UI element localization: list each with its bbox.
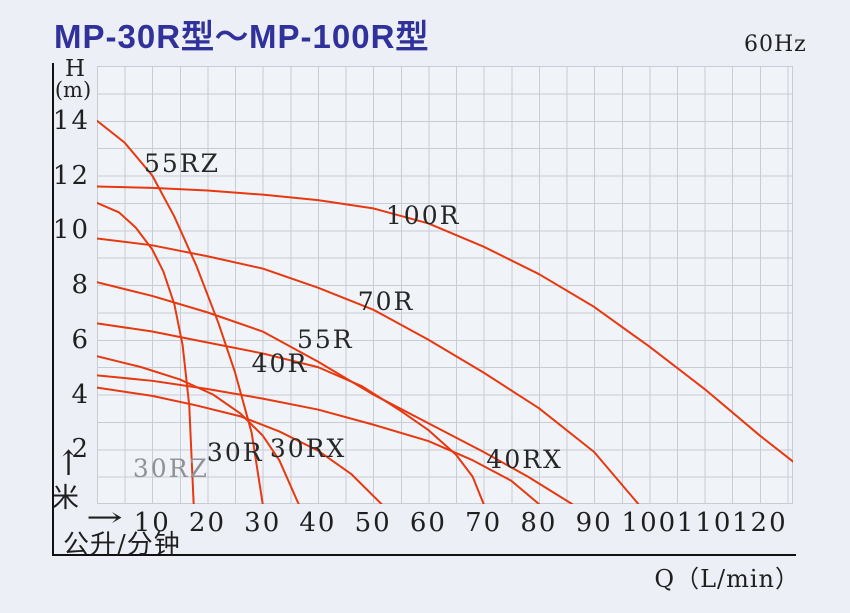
x-tick-10: 10 [133, 508, 171, 538]
curve-label-55RZ: 55RZ [143, 148, 220, 178]
curve-label-55R: 55R [296, 325, 354, 355]
up-arrow-icon: ↑ [56, 444, 82, 485]
plot-area [97, 66, 793, 504]
curve-label-70R: 70R [357, 287, 415, 317]
pump-curves-svg [97, 66, 793, 504]
bottom-rule-line [52, 554, 796, 556]
y-axis-unit-cn: 米 [52, 483, 79, 514]
x-tick-50: 50 [354, 508, 392, 538]
x-axis-label: Q（L/min） [654, 565, 800, 593]
x-tick-20: 20 [188, 508, 227, 538]
page-title: MP-30R型～MP-100R型 [54, 18, 430, 55]
x-tick-100: 100 [621, 508, 678, 538]
curve-label-40RX: 40RX [486, 444, 563, 474]
x-tick-120: 120 [732, 508, 788, 538]
y-tick-10: 10 [52, 215, 90, 246]
y-tick-4: 4 [71, 379, 90, 410]
y-tick-8: 8 [71, 270, 90, 300]
x-tick-90: 90 [575, 508, 613, 538]
x-tick-40: 40 [299, 508, 337, 538]
curve-label-30RX: 30RX [269, 433, 347, 463]
curve-40R [97, 323, 484, 504]
curve-label-40R: 40R [251, 348, 309, 378]
frequency-label: 60Hz [744, 32, 807, 57]
curve-40RX [97, 375, 539, 504]
y-tick-12: 12 [52, 160, 90, 191]
x-tick-30: 30 [244, 508, 282, 538]
y-axis-name: H [64, 56, 86, 82]
curve-30R [97, 356, 299, 504]
curve-label-30RZ: 30RZ [132, 454, 209, 484]
x-tick-60: 60 [409, 508, 447, 538]
y-tick-14: 14 [52, 105, 90, 136]
y-tick-2: 2 [71, 434, 90, 465]
curve-label-30R: 30R [206, 437, 264, 467]
x-tick-80: 80 [520, 508, 558, 538]
left-axis-line [52, 63, 54, 556]
curve-70R [97, 238, 638, 504]
curve-100R [97, 186, 793, 461]
x-axis-unit-cn: 公升/分钟 [63, 530, 181, 560]
x-tick-70: 70 [465, 508, 503, 538]
x-tick-110: 110 [676, 508, 733, 538]
y-axis-unit: (m) [54, 78, 92, 102]
curve-55RZ [97, 121, 263, 504]
curve-30RX [97, 388, 381, 504]
curve-label-100R: 100R [385, 200, 461, 230]
curve-30RZ [97, 203, 194, 504]
right-arrow-icon: → [86, 503, 124, 533]
y-tick-6: 6 [71, 324, 90, 355]
